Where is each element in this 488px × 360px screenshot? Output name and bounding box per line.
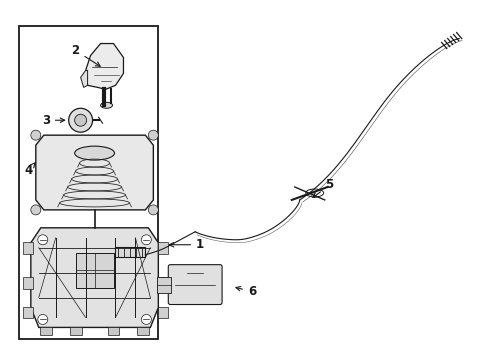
Polygon shape	[31, 228, 158, 328]
Bar	[40, 328, 52, 336]
Bar	[23, 276, 33, 289]
Polygon shape	[85, 44, 123, 89]
Text: 3: 3	[41, 114, 64, 127]
Bar	[23, 306, 33, 319]
Circle shape	[31, 130, 41, 140]
Text: 5: 5	[312, 179, 333, 198]
Circle shape	[148, 130, 158, 140]
Bar	[115, 247, 145, 257]
Circle shape	[75, 114, 86, 126]
Bar	[76, 253, 113, 288]
Bar	[137, 328, 149, 336]
Circle shape	[38, 235, 48, 245]
Ellipse shape	[101, 102, 112, 108]
Circle shape	[148, 205, 158, 215]
FancyBboxPatch shape	[168, 265, 222, 305]
Circle shape	[31, 205, 41, 215]
Bar	[158, 242, 168, 254]
Bar	[107, 328, 119, 336]
Text: 4: 4	[25, 162, 36, 176]
Circle shape	[68, 108, 92, 132]
Text: 6: 6	[236, 285, 256, 298]
Polygon shape	[36, 135, 153, 210]
Bar	[69, 328, 81, 336]
Text: 1: 1	[169, 238, 204, 251]
Ellipse shape	[75, 146, 114, 160]
Bar	[19, 26, 158, 339]
Circle shape	[141, 315, 151, 324]
Circle shape	[38, 315, 48, 324]
Bar	[158, 276, 168, 289]
Bar	[157, 276, 171, 293]
Bar	[23, 242, 33, 254]
Polygon shape	[81, 71, 87, 87]
Text: 2: 2	[71, 44, 100, 66]
Bar	[158, 306, 168, 319]
Circle shape	[141, 235, 151, 245]
